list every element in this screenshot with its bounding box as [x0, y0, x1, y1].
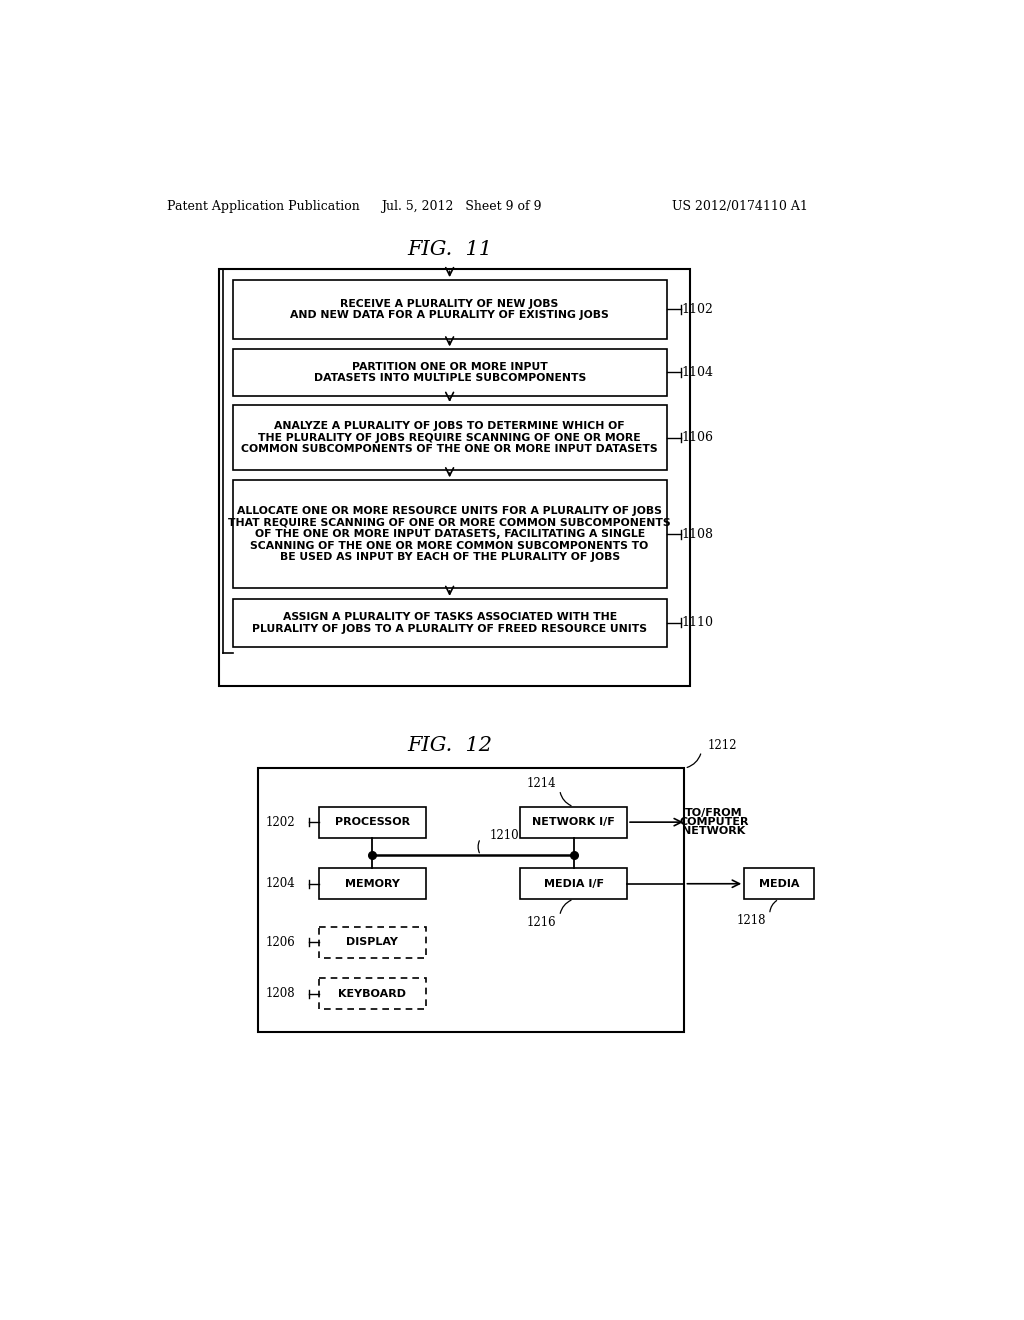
- Text: ASSIGN A PLURALITY OF TASKS ASSOCIATED WITH THE
PLURALITY OF JOBS TO A PLURALITY: ASSIGN A PLURALITY OF TASKS ASSOCIATED W…: [252, 612, 647, 634]
- Text: 1202: 1202: [266, 816, 295, 829]
- Text: 1206: 1206: [265, 936, 295, 949]
- Text: ANALYZE A PLURALITY OF JOBS TO DETERMINE WHICH OF
THE PLURALITY OF JOBS REQUIRE : ANALYZE A PLURALITY OF JOBS TO DETERMINE…: [242, 421, 658, 454]
- Text: 1104: 1104: [682, 366, 714, 379]
- Text: COMPUTER: COMPUTER: [679, 817, 749, 828]
- Bar: [520, 869, 627, 899]
- Text: DISPLAY: DISPLAY: [346, 937, 398, 948]
- Text: ALLOCATE ONE OR MORE RESOURCE UNITS FOR A PLURALITY OF JOBS
THAT REQUIRE SCANNIN: ALLOCATE ONE OR MORE RESOURCE UNITS FOR …: [228, 506, 671, 562]
- Text: PARTITION ONE OR MORE INPUT
DATASETS INTO MULTIPLE SUBCOMPONENTS: PARTITION ONE OR MORE INPUT DATASETS INT…: [313, 362, 586, 383]
- Text: 1102: 1102: [682, 302, 714, 315]
- Text: Patent Application Publication: Patent Application Publication: [167, 199, 360, 213]
- Text: MEMORY: MEMORY: [345, 879, 399, 888]
- Text: Jul. 5, 2012   Sheet 9 of 9: Jul. 5, 2012 Sheet 9 of 9: [381, 199, 542, 213]
- Text: FIG.  11: FIG. 11: [408, 240, 493, 259]
- Text: 1108: 1108: [682, 528, 714, 541]
- Bar: [318, 869, 426, 899]
- Bar: [232, 405, 667, 470]
- Text: FIG.  12: FIG. 12: [408, 735, 493, 755]
- Bar: [219, 268, 690, 686]
- Text: RECEIVE A PLURALITY OF NEW JOBS
AND NEW DATA FOR A PLURALITY OF EXISTING JOBS: RECEIVE A PLURALITY OF NEW JOBS AND NEW …: [290, 298, 609, 321]
- Bar: [232, 350, 667, 396]
- Text: KEYBOARD: KEYBOARD: [338, 989, 407, 999]
- Text: MEDIA: MEDIA: [759, 879, 800, 888]
- Text: 1106: 1106: [682, 432, 714, 444]
- Bar: [318, 927, 426, 958]
- Bar: [232, 599, 667, 647]
- Text: 1216: 1216: [527, 916, 557, 929]
- Text: TO/FROM: TO/FROM: [685, 808, 742, 818]
- Text: 1214: 1214: [527, 777, 557, 791]
- Text: MEDIA I/F: MEDIA I/F: [544, 879, 603, 888]
- Text: 1110: 1110: [682, 616, 714, 630]
- Text: NETWORK: NETWORK: [682, 826, 745, 837]
- Bar: [318, 807, 426, 838]
- Bar: [744, 869, 814, 899]
- Text: PROCESSOR: PROCESSOR: [335, 817, 410, 828]
- Bar: [258, 768, 684, 1032]
- Text: US 2012/0174110 A1: US 2012/0174110 A1: [673, 199, 808, 213]
- Text: NETWORK I/F: NETWORK I/F: [532, 817, 615, 828]
- Bar: [520, 807, 627, 838]
- Text: 1204: 1204: [265, 878, 295, 890]
- Bar: [318, 978, 426, 1010]
- Bar: [232, 280, 667, 339]
- Text: 1208: 1208: [266, 987, 295, 1001]
- Text: 1210: 1210: [489, 829, 519, 842]
- Text: 1212: 1212: [708, 739, 737, 751]
- Bar: [232, 480, 667, 589]
- Text: 1218: 1218: [737, 915, 767, 927]
